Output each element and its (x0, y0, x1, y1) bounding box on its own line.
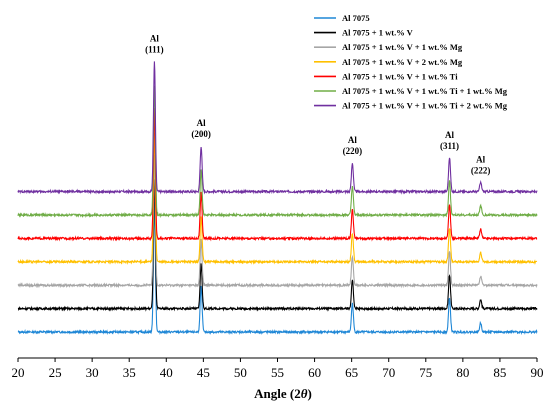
x-tick-label: 25 (49, 365, 62, 380)
x-axis-title-theta: θ (301, 386, 308, 401)
peak-label-element: Al (348, 135, 357, 145)
series-line (17, 201, 538, 336)
peak-label-element: Al (476, 155, 485, 165)
series-layer (17, 61, 538, 336)
legend-label: Al 7075 + 1 wt.% V + 1 wt.% Mg (342, 42, 463, 52)
x-axis: 20 25 30 35 40 45 50 55 60 65 70 75 80 85 90 (12, 357, 544, 380)
peak-label-plane: (222) (471, 166, 491, 176)
x-tick-label: 40 (160, 365, 173, 380)
series-line (17, 179, 538, 312)
x-axis-title: Angle (2θ) (254, 386, 312, 401)
x-axis-title-main: Angle (2 (254, 386, 301, 401)
peak-label-plane: (111) (145, 45, 164, 55)
x-tick-label: 80 (456, 365, 469, 380)
x-tick-label: 45 (197, 365, 210, 380)
peak-label-element: Al (445, 130, 454, 140)
peak-label-plane: (200) (191, 129, 211, 139)
series-line (17, 61, 538, 195)
peak-label-element: Al (150, 34, 159, 44)
legend-label: Al 7075 (342, 13, 370, 23)
peak-label-plane: (311) (440, 141, 459, 151)
x-tick-label: 35 (123, 365, 136, 380)
x-tick-label: 90 (531, 365, 544, 380)
series-line (17, 132, 538, 265)
x-tick-label: 30 (86, 365, 99, 380)
x-tick-label: 55 (271, 365, 284, 380)
x-tick-label: 60 (308, 365, 321, 380)
legend-label: Al 7075 + 1 wt.% V (342, 28, 414, 38)
legend-label: Al 7075 + 1 wt.% V + 1 wt.% Ti (342, 71, 458, 81)
legend-label: Al 7075 + 1 wt.% V + 2 wt.% Mg (342, 57, 463, 67)
legend-label: Al 7075 + 1 wt.% V + 1 wt.% Ti + 2 wt.% … (342, 101, 508, 111)
x-axis-title-close: ) (308, 386, 312, 401)
peak-label-element: Al (197, 118, 206, 128)
series-line (17, 85, 538, 219)
x-tick-label: 65 (345, 365, 358, 380)
x-tick-label: 50 (234, 365, 247, 380)
x-tick-label: 20 (12, 365, 25, 380)
x-tick-label: 75 (419, 365, 432, 380)
peak-labels: Al(111)Al(200)Al(220)Al(311)Al(222) (145, 34, 490, 176)
x-tick-label: 70 (382, 365, 395, 380)
series-line (17, 154, 538, 289)
peak-label-plane: (220) (343, 146, 363, 156)
legend: Al 7075 Al 7075 + 1 wt.% V Al 7075 + 1 wt.… (314, 13, 508, 111)
x-tick-label: 85 (493, 365, 506, 380)
legend-label: Al 7075 + 1 wt.% V + 1 wt.% Ti + 1 wt.% … (342, 86, 508, 96)
series-line (17, 108, 538, 242)
